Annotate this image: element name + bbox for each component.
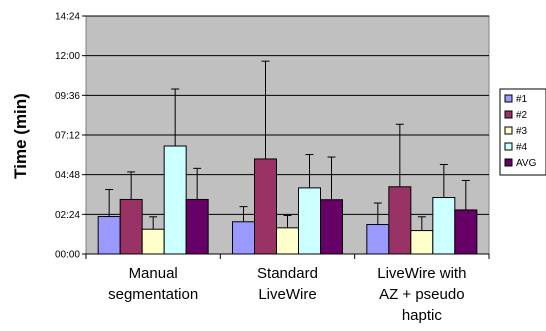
y-tick-label: 14:24	[55, 12, 80, 23]
bar	[388, 186, 412, 255]
bar	[119, 198, 143, 255]
y-axis-ticks: 00:00 02:24 04:48 07:12 09:36 12:00 14:24	[55, 12, 86, 261]
bar	[163, 145, 187, 255]
y-tick-label: 09:36	[55, 91, 80, 102]
x-category-label: AZ + pseudo	[379, 286, 464, 303]
y-tick-label: 02:24	[55, 210, 80, 221]
bar	[185, 198, 209, 255]
bar	[254, 158, 277, 255]
legend-swatch	[504, 142, 513, 151]
x-axis-labels: Manual segmentation Standard LiveWire LiveWi…	[85, 254, 490, 324]
y-tick-label: 12:00	[55, 51, 80, 62]
bars	[97, 60, 478, 255]
legend-label: AVG	[516, 158, 537, 169]
legend-label: #1	[516, 94, 528, 105]
x-category-label: Manual	[129, 265, 178, 282]
bar	[454, 209, 478, 255]
legend: #1 #2 #3 #4 AVG	[499, 88, 546, 176]
bar	[141, 228, 165, 255]
bar	[366, 224, 390, 255]
y-axis-label: Time (min)	[11, 93, 30, 179]
x-category-label: haptic	[402, 307, 443, 324]
bar	[432, 197, 456, 255]
bar	[232, 221, 255, 255]
bar	[97, 216, 121, 255]
x-category-label: LiveWire	[258, 286, 316, 303]
x-category-label: Standard	[257, 265, 318, 282]
legend-label: #3	[516, 126, 528, 137]
legend-swatch	[504, 126, 513, 135]
bar	[298, 187, 321, 255]
legend-swatch	[504, 94, 513, 103]
y-tick-label: 07:12	[55, 131, 80, 142]
x-category-label: segmentation	[108, 286, 198, 303]
legend-label: #2	[516, 110, 528, 121]
bar	[320, 199, 343, 255]
bar	[276, 227, 299, 255]
x-category-label: LiveWire with	[377, 265, 466, 282]
legend-label: #4	[516, 142, 528, 153]
legend-swatch	[504, 110, 513, 119]
bar	[410, 230, 434, 255]
y-tick-label: 00:00	[55, 250, 80, 261]
legend-swatch	[504, 158, 513, 167]
y-tick-label: 04:48	[55, 170, 80, 181]
